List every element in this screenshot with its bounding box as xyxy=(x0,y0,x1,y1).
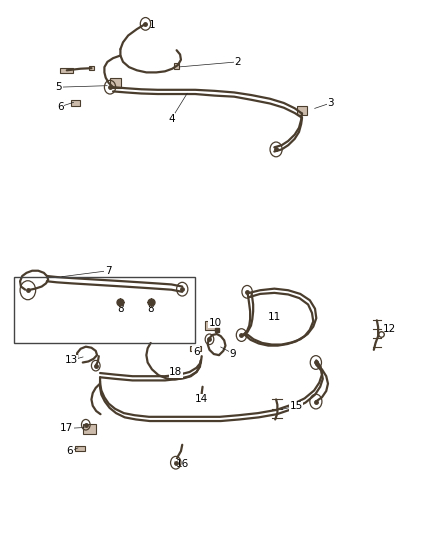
Text: 5: 5 xyxy=(56,82,62,92)
Bar xyxy=(190,346,201,351)
Text: 13: 13 xyxy=(64,356,78,366)
Text: 10: 10 xyxy=(209,318,222,328)
Text: 9: 9 xyxy=(230,349,236,359)
Bar xyxy=(174,63,179,69)
Bar xyxy=(173,371,182,378)
Bar xyxy=(89,66,94,70)
Text: 15: 15 xyxy=(290,401,303,411)
Text: 8: 8 xyxy=(117,304,124,314)
Text: 6: 6 xyxy=(67,446,73,456)
Text: 14: 14 xyxy=(195,394,208,405)
Text: 12: 12 xyxy=(383,324,396,334)
Bar xyxy=(14,277,195,343)
Bar xyxy=(297,106,307,115)
Bar xyxy=(60,68,73,73)
Text: 8: 8 xyxy=(147,304,154,314)
Text: 1: 1 xyxy=(148,20,155,30)
Bar xyxy=(83,424,96,434)
Text: 2: 2 xyxy=(234,57,241,67)
Text: 11: 11 xyxy=(268,312,281,321)
Text: 18: 18 xyxy=(169,367,182,377)
Text: 6: 6 xyxy=(193,347,199,357)
Text: 6: 6 xyxy=(57,102,64,112)
Text: 7: 7 xyxy=(105,266,112,276)
Bar xyxy=(71,100,80,106)
Bar xyxy=(205,321,217,330)
Text: 16: 16 xyxy=(176,459,189,469)
Text: 4: 4 xyxy=(168,114,175,124)
Bar xyxy=(75,446,85,451)
Bar xyxy=(199,394,203,400)
Text: 17: 17 xyxy=(60,423,74,433)
Text: 3: 3 xyxy=(327,98,334,108)
Bar xyxy=(110,78,120,88)
